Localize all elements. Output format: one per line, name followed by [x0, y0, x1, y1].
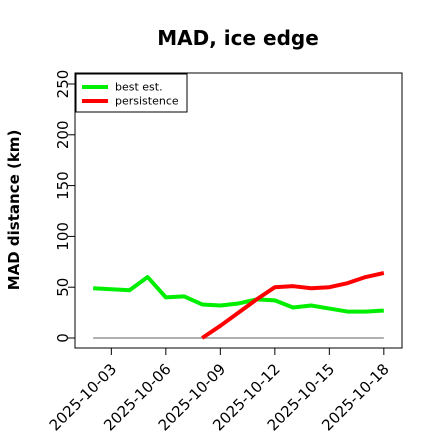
- series-line-persistence: [201, 271, 385, 340]
- y-tick-label: 50: [54, 278, 72, 297]
- y-tick-label: 150: [54, 171, 72, 200]
- y-tick-label: 200: [54, 120, 72, 149]
- y-tick-label: 100: [54, 222, 72, 251]
- chart-title: MAD, ice edge: [157, 26, 319, 50]
- legend-label: best est.: [115, 81, 163, 94]
- x-axis: 2025-10-032025-10-062025-10-092025-10-12…: [46, 347, 393, 434]
- plot-area-frame: [74, 72, 403, 349]
- y-axis: 0 50 100 150 200 250: [54, 70, 76, 343]
- series-layer: [93, 271, 385, 340]
- y-tick-label: 0: [54, 333, 72, 343]
- legend-label: persistence: [115, 95, 179, 108]
- y-tick-label: 250: [54, 70, 72, 99]
- y-axis-label: MAD distance (km): [5, 130, 23, 291]
- legend-box: [75, 73, 188, 113]
- legend: best est.persistence: [75, 73, 188, 113]
- series-line-best-est: [93, 275, 384, 314]
